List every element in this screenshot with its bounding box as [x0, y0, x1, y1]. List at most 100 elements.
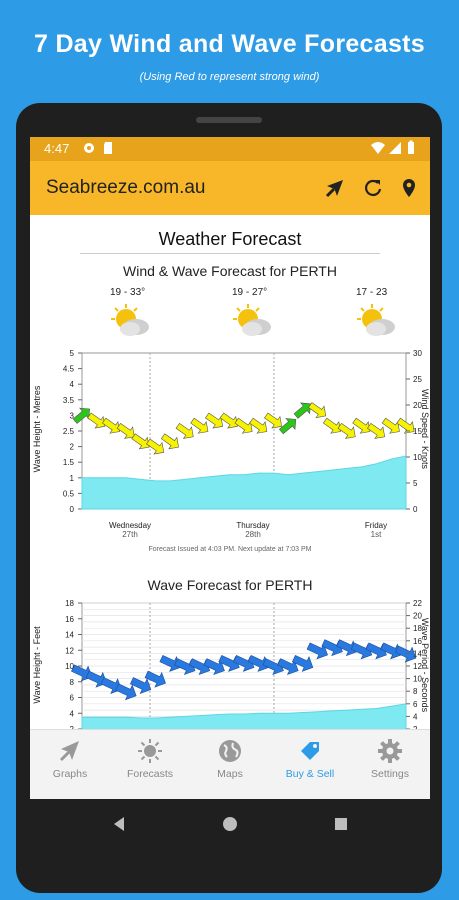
wave-arrow — [174, 658, 196, 676]
right-tick-label: 14 — [413, 649, 422, 658]
battery-icon — [408, 140, 414, 154]
nav-label: Settings — [371, 768, 409, 780]
system-nav-bar — [16, 799, 442, 893]
wind-arrow-shape — [381, 417, 400, 434]
wave-arrow — [336, 639, 358, 657]
nav-forecasts[interactable]: Forecasts — [110, 738, 190, 780]
chart1-left-axis-label: Wave Height - Metres — [32, 385, 42, 472]
wind-arrow — [263, 412, 283, 429]
app-bar: Seabreeze.com.au — [30, 161, 430, 215]
wave-arrow — [247, 655, 270, 672]
wave-arrow-shape — [129, 677, 152, 694]
wind-arrow — [234, 417, 253, 434]
right-tick-label: 16 — [413, 637, 422, 646]
sun-icon — [138, 739, 162, 763]
bottom-navigation: Graphs Forecasts Maps Buy — [30, 729, 430, 799]
wind-arrow — [278, 418, 297, 435]
right-tick-label: 5 — [413, 479, 418, 488]
left-tick-label: 0.5 — [63, 489, 75, 498]
back-icon[interactable] — [112, 816, 126, 832]
chart2-left-ticks: 2 4 6 8 10 12 14 16 18 — [65, 599, 82, 729]
day-name: Friday — [364, 521, 388, 530]
nav-settings[interactable]: Settings — [350, 738, 430, 780]
arrow-icon — [59, 741, 79, 762]
forecast-content[interactable]: Weather Forecast Wind & Wave Forecast fo… — [30, 215, 430, 729]
wave-arrow — [395, 645, 417, 663]
wave-arrow-shape — [350, 642, 373, 660]
right-tick-label: 25 — [413, 375, 422, 384]
right-tick-label: 20 — [413, 401, 422, 410]
globe-icon — [219, 740, 241, 762]
wind-arrow — [190, 417, 209, 434]
wave-height-area — [81, 703, 407, 729]
left-tick-label: 16 — [65, 615, 74, 624]
wind-arrow — [131, 433, 150, 450]
home-icon[interactable] — [222, 816, 238, 832]
wave-arrow-shape — [203, 658, 225, 676]
map-pin-icon[interactable] — [398, 177, 420, 199]
wind-arrow-shape — [234, 417, 253, 434]
chart2-right-ticks: 2 4 6 8 10 12 14 16 18 20 22 — [406, 599, 422, 729]
wave-arrow — [144, 670, 166, 688]
wind-arrow-shape — [87, 412, 106, 429]
nav-graphs[interactable]: Graphs — [30, 738, 110, 780]
wind-arrow-shape — [72, 407, 90, 424]
left-tick-label: 2 — [70, 725, 75, 729]
wind-arrow — [72, 407, 90, 424]
wind-arrow-shape — [249, 417, 268, 434]
gear-icon — [378, 739, 402, 763]
wind-arrow-shape — [322, 417, 341, 434]
app-screen: 4:47 Seabreeze.com.au — [30, 137, 430, 799]
left-tick-label: 0 — [70, 505, 75, 514]
wave-arrow — [365, 642, 387, 660]
wave-arrow — [218, 655, 240, 672]
wind-arrow — [175, 422, 194, 439]
chart2-right-axis-label: Wave Period - Seconds — [420, 618, 430, 713]
day-label-wednesday: Wednesday 27th — [90, 521, 170, 539]
wind-arrow — [146, 438, 165, 455]
wave-arrow — [380, 642, 402, 660]
nav-label: Buy & Sell — [285, 768, 335, 780]
day-label-friday: Friday 1st — [336, 521, 416, 539]
nav-label: Forecasts — [126, 768, 174, 780]
wave-arrow — [277, 658, 299, 676]
partly-cloudy-icon — [357, 304, 395, 336]
status-time: 4:47 — [44, 141, 70, 156]
recents-icon[interactable] — [334, 817, 348, 831]
right-tick-label: 22 — [413, 599, 422, 608]
nav-maps[interactable]: Maps — [190, 738, 270, 780]
refresh-icon[interactable] — [362, 177, 384, 199]
wind-arrow-shape — [219, 412, 238, 429]
wave-height-area — [81, 455, 407, 510]
wave-arrow-shape — [159, 655, 181, 672]
wind-arrow-shape — [146, 438, 165, 455]
wind-arrow — [308, 402, 327, 419]
nav-label: Graphs — [52, 768, 88, 780]
tag-icon — [301, 742, 319, 760]
wind-arrow — [219, 412, 238, 429]
nav-buy-sell[interactable]: Buy & Sell — [270, 738, 350, 780]
right-tick-label: 2 — [413, 725, 418, 729]
location-arrow-icon[interactable] — [324, 177, 346, 199]
chart2-left-axis-label: Wave Height - Feet — [32, 626, 42, 704]
wifi-icon — [371, 142, 385, 154]
wave-arrow — [115, 683, 137, 701]
wind-arrow-shape — [263, 412, 283, 429]
wave-arrow — [159, 655, 181, 672]
status-bar: 4:47 — [30, 137, 430, 161]
wind-arrow — [87, 412, 106, 429]
partly-cloudy-icon — [233, 304, 271, 336]
wave-arrow-shape — [262, 658, 284, 676]
promo-subtitle: (Using Red to represent strong wind) — [139, 71, 320, 83]
wind-arrow-shape — [131, 433, 150, 450]
right-tick-label: 6 — [413, 700, 418, 709]
wind-arrow — [366, 422, 386, 439]
right-tick-label: 0 — [413, 505, 418, 514]
right-tick-label: 12 — [413, 662, 422, 671]
wave-arrow — [350, 642, 373, 660]
left-tick-label: 4.5 — [63, 365, 75, 374]
day-name: Thursday — [236, 521, 270, 530]
promo-title: 7 Day Wind and Wave Forecasts — [34, 30, 425, 58]
right-tick-label: 30 — [413, 349, 422, 358]
wave-arrow — [291, 655, 314, 672]
